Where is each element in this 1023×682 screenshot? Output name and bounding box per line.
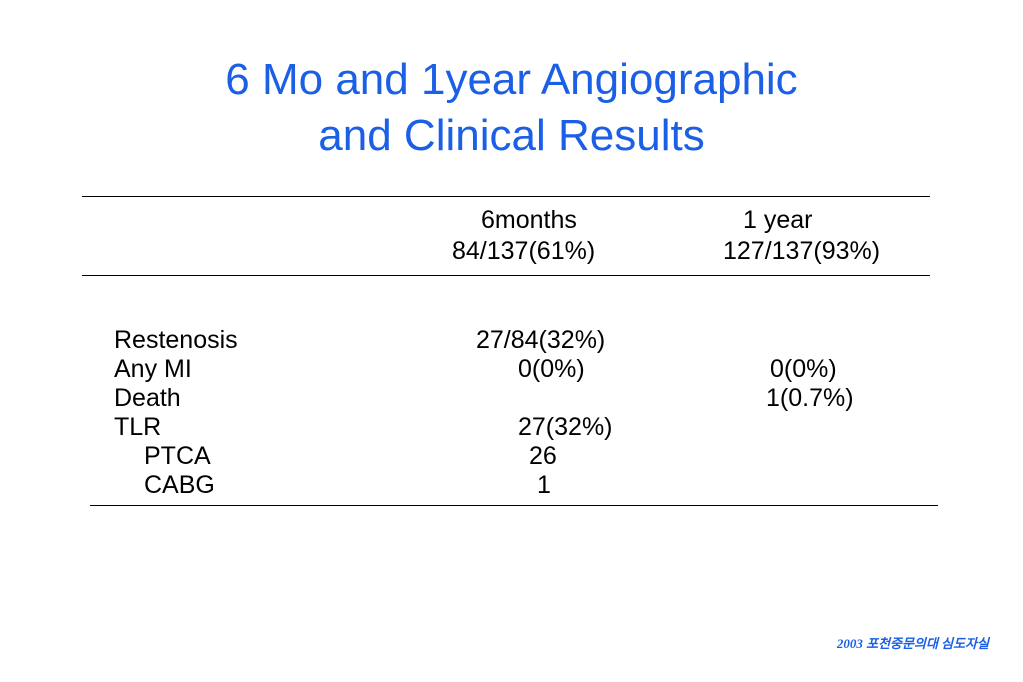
- footer-credit: 2003 포천중문의대 심도자실: [836, 636, 989, 651]
- row-label-cabg: CABG: [144, 471, 215, 499]
- row-label-tlr: TLR: [114, 413, 162, 441]
- table-header-rule: [82, 275, 930, 276]
- row-label-ptca: PTCA: [144, 442, 211, 470]
- row-label-restenosis: Restenosis: [114, 326, 238, 354]
- row-label-death: Death: [114, 384, 181, 412]
- title-line-1: 6 Mo and 1year Angiographic: [225, 55, 798, 104]
- col-header-6months: 6months: [481, 206, 577, 234]
- col-header-1year: 1 year: [743, 206, 813, 234]
- cell-tlr-6months: 27(32%): [518, 413, 613, 441]
- cell-restenosis-6months: 27/84(32%): [476, 326, 606, 354]
- cell-cabg-6months: 1: [537, 471, 551, 499]
- cell-any-mi-1year: 0(0%): [770, 355, 837, 383]
- title-line-2: and Clinical Results: [318, 111, 705, 160]
- cell-ptca-6months: 26: [529, 442, 557, 470]
- col-subheader-6months: 84/137(61%): [452, 237, 596, 265]
- table-top-rule: [82, 196, 930, 197]
- table-bottom-rule: [90, 505, 938, 506]
- row-label-any-mi: Any MI: [114, 355, 192, 383]
- cell-death-1year: 1(0.7%): [766, 384, 854, 412]
- slide-title: 6 Mo and 1year Angiographic and Clinical…: [0, 52, 1023, 164]
- col-subheader-1year: 127/137(93%): [723, 237, 881, 265]
- cell-any-mi-6months: 0(0%): [518, 355, 585, 383]
